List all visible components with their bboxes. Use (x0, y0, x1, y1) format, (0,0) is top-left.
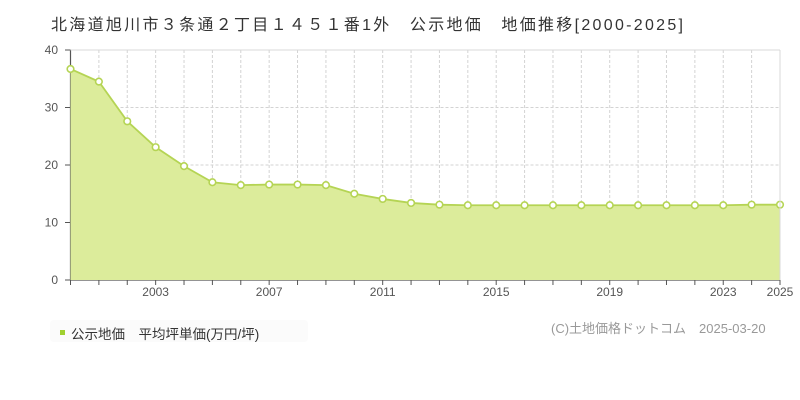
svg-text:0: 0 (51, 273, 58, 287)
svg-text:2025: 2025 (767, 285, 794, 299)
svg-text:2023: 2023 (710, 285, 737, 299)
svg-text:2003: 2003 (142, 285, 169, 299)
svg-text:20: 20 (45, 158, 59, 172)
svg-text:40: 40 (45, 43, 59, 57)
svg-text:2007: 2007 (256, 285, 283, 299)
svg-text:2011: 2011 (370, 285, 396, 299)
svg-text:10: 10 (45, 216, 59, 230)
svg-text:30: 30 (45, 101, 59, 115)
svg-text:2015: 2015 (483, 285, 510, 299)
svg-text:2019: 2019 (596, 285, 623, 299)
